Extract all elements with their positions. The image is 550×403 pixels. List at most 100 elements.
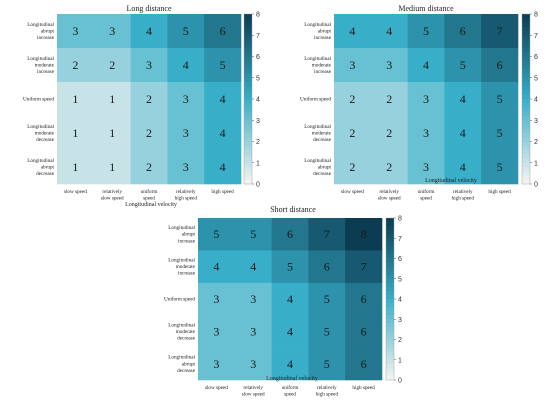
colorbar-segment [386, 286, 394, 292]
column-tick-label: high speed [352, 385, 375, 391]
colorbar-segment [522, 167, 530, 172]
colorbar-segment [386, 359, 394, 365]
row-tick-label: decrease [313, 137, 332, 143]
cell-value-label: 3 [109, 24, 115, 38]
colorbar-segment [386, 258, 394, 263]
colorbar-segment [244, 52, 252, 57]
colorbar-segment [386, 303, 394, 308]
cell-value-label: 8 [361, 227, 367, 241]
colorbar-segment [522, 77, 530, 83]
cell-value-label: 2 [72, 58, 78, 72]
colorbar-segment [244, 77, 252, 83]
row-tick-label: Uniform speed [300, 96, 331, 103]
colorbar-segment [522, 120, 530, 125]
heatmap-cell [204, 82, 242, 117]
row-tick-label: moderate [35, 63, 55, 69]
cell-value-label: 5 [460, 58, 466, 72]
cell-value-label: 1 [109, 126, 115, 140]
heatmap-cell [444, 14, 482, 49]
colorbar-segment [244, 167, 252, 172]
column-tick-label: slow speed [205, 385, 228, 391]
heatmap-cell [57, 82, 95, 117]
colorbar-segment [522, 103, 530, 108]
heatmap-cell [234, 347, 272, 381]
colorbar-segment [244, 133, 252, 138]
heatmap-cell [481, 48, 519, 83]
colorbar-segment [386, 363, 394, 369]
cell-value-label: 5 [324, 357, 330, 371]
column-tick-label: relatively [453, 189, 473, 195]
colorbar-tick-label: 6 [534, 54, 538, 61]
colorbar-tick-label: 2 [256, 139, 260, 146]
cell-value-label: 2 [109, 58, 115, 72]
colorbar-segment [244, 69, 252, 74]
cell-value-label: 3 [423, 126, 429, 140]
column-tick-label: speed [420, 196, 432, 202]
cell-value-label: 4 [183, 58, 189, 72]
row-tick-label: Longitudinal [168, 322, 195, 328]
cell-value-label: 6 [460, 24, 466, 38]
colorbar-segment [522, 73, 530, 79]
heatmap-cell [407, 150, 445, 185]
heatmap-cell [167, 48, 205, 83]
colorbar-segment [386, 266, 394, 272]
column-tick-label: relatively [176, 189, 196, 195]
colorbar-segment [522, 154, 530, 159]
colorbar-tick-label: 6 [398, 256, 402, 263]
cell-value-label: 3 [386, 58, 392, 72]
colorbar-tick-label: 8 [398, 216, 402, 223]
cell-value-label: 4 [349, 24, 355, 38]
colorbar-segment [244, 48, 252, 53]
cell-value-label: 3 [146, 58, 152, 72]
cell-value-label: 2 [349, 92, 355, 106]
row-tick-label: abrupt [318, 29, 332, 35]
colorbar-segment [522, 14, 530, 19]
cell-value-label: 5 [423, 24, 429, 38]
heatmap-cell [130, 150, 168, 185]
column-tick-label: high speed [452, 196, 475, 202]
colorbar-segment [386, 375, 394, 381]
colorbar-segment [386, 274, 394, 280]
colorbar-segment [244, 82, 252, 87]
colorbar-segment [522, 111, 530, 117]
heatmap-cell [234, 250, 272, 284]
heatmap-cell [271, 282, 309, 316]
panel-title: Short distance [270, 205, 316, 214]
cell-value-label: 5 [324, 292, 330, 306]
heatmap-cell [271, 218, 309, 251]
heatmap-cell [198, 218, 236, 251]
row-tick-label: abrupt [182, 232, 196, 238]
colorbar-segment [386, 234, 394, 239]
heatmap-cell [93, 82, 131, 117]
colorbar-tick-label: 0 [256, 182, 260, 189]
colorbar-segment [386, 238, 394, 243]
heatmap-cell [345, 315, 383, 348]
colorbar-tick-label: 6 [256, 54, 260, 61]
cell-value-label: 5 [220, 58, 226, 72]
colorbar-segment [386, 254, 394, 259]
heatmap-cell [370, 116, 408, 151]
colorbar-segment [386, 339, 394, 344]
colorbar-segment [522, 124, 530, 130]
colorbar-segment [522, 56, 530, 62]
cell-value-label: 4 [460, 126, 466, 140]
colorbar-segment [244, 31, 252, 36]
cell-value-label: 3 [183, 92, 189, 106]
colorbar-segment [522, 162, 530, 168]
colorbar-segment [244, 128, 252, 134]
colorbar-segment [386, 343, 394, 348]
column-tick-label: slow speed [64, 189, 87, 195]
cell-value-label: 1 [109, 92, 115, 106]
colorbar-segment [244, 145, 252, 151]
cell-value-label: 2 [146, 160, 152, 174]
colorbar-segment [522, 158, 530, 164]
column-tick-label: speed [284, 392, 296, 398]
cell-value-label: 5 [497, 126, 503, 140]
cell-value-label: 3 [183, 160, 189, 174]
colorbar-segment [386, 242, 394, 247]
colorbar-segment [244, 94, 252, 100]
heatmap-cell [271, 347, 309, 381]
cell-value-label: 2 [146, 92, 152, 106]
colorbar-tick-label: 2 [534, 139, 538, 146]
colorbar-segment [244, 86, 252, 91]
